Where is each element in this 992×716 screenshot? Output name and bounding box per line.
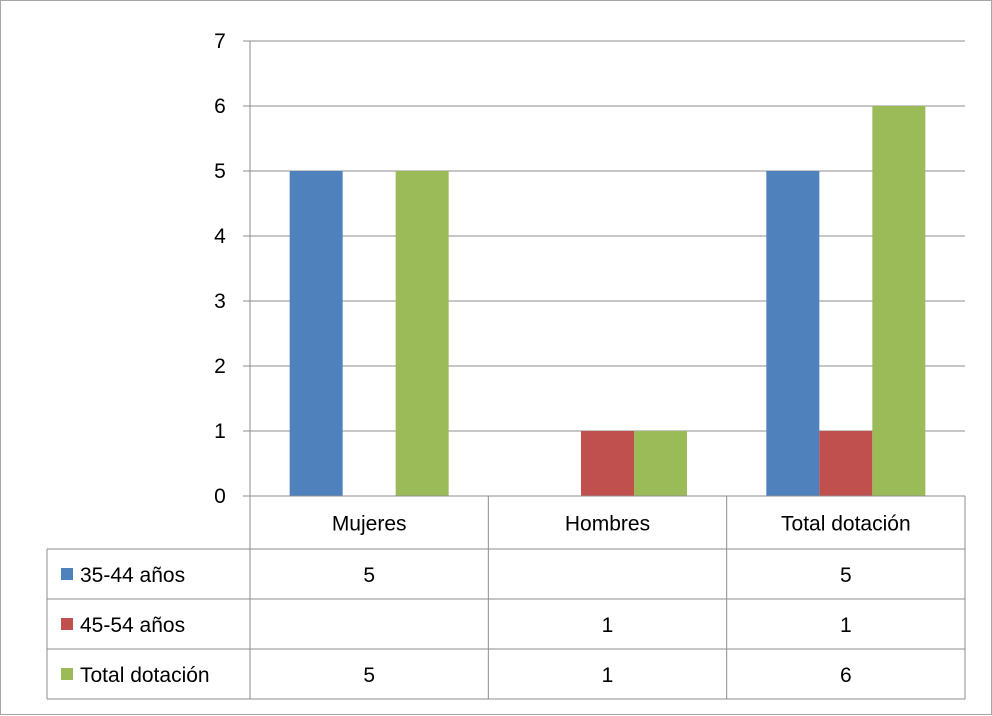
y-tick-label: 2	[214, 355, 226, 378]
category-label: Total dotación	[781, 513, 911, 536]
y-tick-label: 3	[214, 290, 226, 313]
table-cell-value: 1	[840, 614, 852, 637]
y-tick-label: 1	[214, 420, 226, 443]
y-tick-label: 7	[214, 30, 226, 53]
table-cell-value: 6	[840, 664, 852, 687]
table-cell-value: 1	[602, 664, 614, 687]
legend-label: Total dotación	[80, 664, 210, 687]
data-table: Mujeres Hombres Total dotación 35-44 años 5 5…	[46, 495, 966, 700]
category-label: Mujeres	[332, 513, 407, 536]
table-cell-value: 5	[840, 564, 852, 587]
gridlines	[250, 40, 965, 432]
bar-3-3	[872, 106, 926, 496]
legend-label: 35-44 años	[80, 564, 185, 587]
bar-3-1	[395, 171, 449, 496]
y-tick-label: 4	[214, 225, 226, 248]
bar-2-3	[819, 431, 873, 496]
bar-1-3	[766, 171, 820, 496]
bar-3-2	[634, 431, 687, 496]
bar-2-2	[581, 431, 634, 496]
legend-key	[61, 618, 73, 630]
table-cell-value: 5	[363, 564, 375, 587]
table-cell-value: 5	[363, 664, 375, 687]
y-tick-label: 6	[214, 95, 226, 118]
bars	[289, 106, 926, 496]
legend-label: 45-54 años	[80, 614, 185, 637]
y-tick-label: 0	[214, 485, 226, 508]
y-tick-label: 5	[214, 160, 226, 183]
y-axis-ticks: 0 1 2 3 4 5 6 7	[214, 30, 251, 508]
bar-1-1	[289, 171, 343, 496]
legend-key	[61, 568, 73, 580]
category-label: Hombres	[565, 513, 650, 536]
legend-key	[61, 668, 73, 680]
table-cell-value: 1	[602, 614, 614, 637]
